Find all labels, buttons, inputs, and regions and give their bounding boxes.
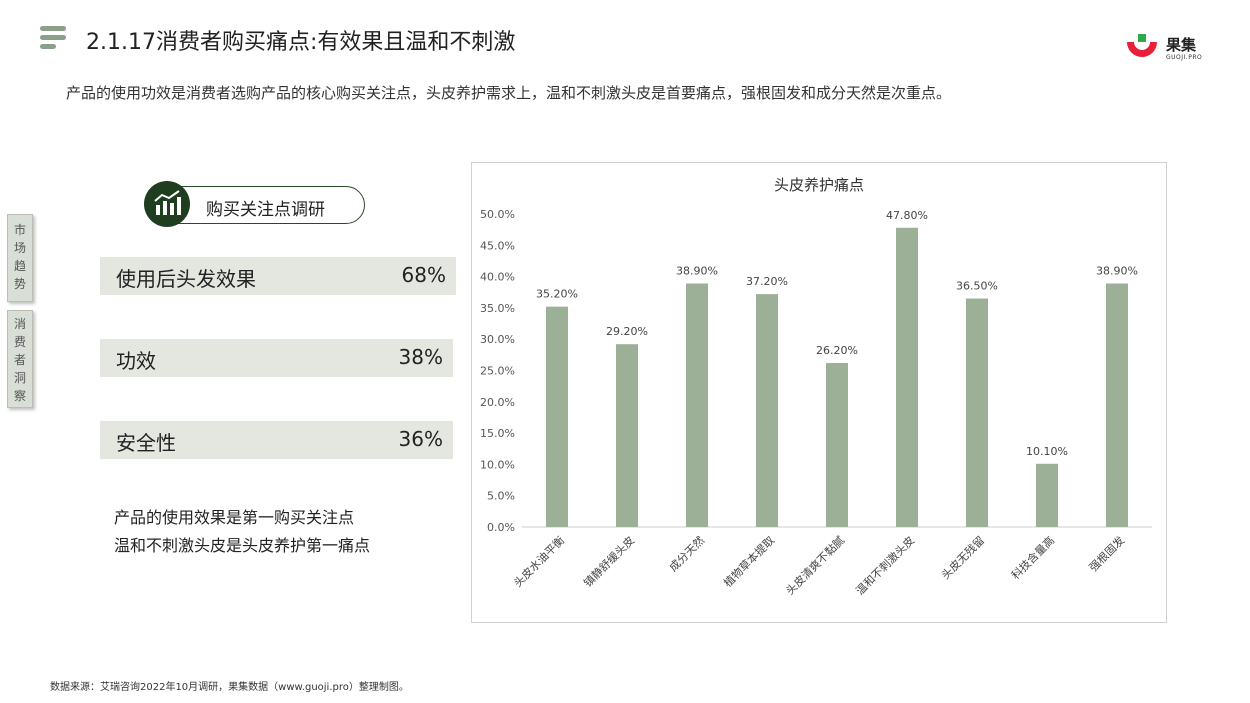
page-subtitle: 产品的使用功效是消费者选购产品的核心购买关注点，头皮养护需求上，温和不刺激头皮是… (66, 84, 952, 102)
data-label: 36.50% (956, 280, 998, 293)
summary-line: 温和不刺激头皮是头皮养护第一痛点 (114, 536, 371, 555)
factor-name: 使用后头发效果 (116, 267, 256, 291)
bar (826, 362, 848, 527)
x-tick-label: 强根固发 (1086, 533, 1127, 574)
data-label: 38.90% (1096, 264, 1138, 277)
data-source: 数据来源：艾瑞咨询2022年10月调研，果集数据（www.guoji.pro）整… (50, 682, 409, 693)
data-label: 29.20% (606, 325, 648, 338)
y-tick-label: 50.0% (480, 208, 515, 221)
survey-header: 购买关注点调研 (144, 181, 365, 227)
menu-icon[interactable] (40, 26, 66, 50)
bar (686, 283, 708, 527)
data-label: 38.90% (676, 264, 718, 277)
survey-icon-circle (144, 181, 190, 227)
factor-value: 68% (401, 263, 446, 287)
side-tab-char: 趋 (13, 259, 26, 273)
chart-title: 头皮养护痛点 (774, 176, 864, 194)
data-label: 47.80% (886, 209, 928, 222)
y-tick-label: 45.0% (480, 239, 515, 252)
logo-sub: GUOJI.PRO (1166, 54, 1203, 61)
side-tab-char: 费 (13, 335, 26, 349)
bar (616, 344, 638, 527)
survey-label: 购买关注点调研 (206, 200, 325, 220)
y-tick-label: 10.0% (480, 458, 515, 471)
y-tick-label: 25.0% (480, 365, 515, 378)
x-tick-label: 头皮水油平衡 (511, 533, 568, 590)
bar-chart-icon (154, 190, 181, 215)
data-label: 10.10% (1026, 445, 1068, 458)
x-tick-label: 温和不刺激头皮 (853, 533, 917, 597)
side-tab-consumer-insights[interactable]: 消费者洞察 (7, 310, 33, 408)
brand-logo: 果集 GUOJI.PRO (1123, 34, 1203, 64)
y-tick-label: 0.0% (487, 521, 515, 534)
data-label: 37.20% (746, 275, 788, 288)
y-tick-label: 40.0% (480, 271, 515, 284)
x-tick-label: 镇静舒缓头皮 (581, 533, 638, 590)
x-tick-label: 头皮清爽不黏腻 (783, 533, 847, 597)
x-tick-label: 头皮无残留 (938, 533, 987, 582)
side-tab-char: 消 (13, 317, 26, 331)
factor-row: 使用后头发效果 68% (100, 257, 456, 295)
logo-name: 果集 (1166, 36, 1197, 54)
bar (1106, 283, 1128, 527)
side-tab-char: 者 (13, 353, 26, 367)
y-tick-label: 35.0% (480, 302, 515, 315)
y-tick-label: 30.0% (480, 333, 515, 346)
bar (756, 294, 778, 527)
data-label: 26.20% (816, 344, 858, 357)
factor-row: 安全性 36% (100, 421, 453, 459)
side-tab-char: 势 (13, 277, 26, 291)
chart-panel: 头皮养护痛点 0.0% 5.0% 10.0% 15.0% 20.0% 25.0% 30.0% 3… (471, 162, 1167, 623)
bar-chart: 头皮养护痛点 0.0% 5.0% 10.0% 15.0% 20.0% 25.0% 30.0% 3… (480, 176, 1152, 598)
data-label: 35.20% (536, 288, 578, 301)
factor-name: 功效 (116, 349, 156, 373)
side-tab-char: 场 (13, 241, 26, 255)
side-tab-char: 察 (13, 389, 26, 403)
bar (546, 306, 568, 527)
logo-mark-icon (1127, 34, 1157, 57)
bar (1036, 463, 1058, 527)
page-title: 2.1.17消费者购买痛点:有效果且温和不刺激 (86, 30, 516, 55)
side-tab-market-trends[interactable]: 市场趋势 (7, 214, 33, 302)
factor-value: 36% (398, 427, 443, 451)
y-tick-label: 15.0% (480, 427, 515, 440)
summary-line: 产品的使用效果是第一购买关注点 (114, 508, 355, 527)
factor-value: 38% (398, 345, 443, 369)
side-tab-char: 洞 (13, 371, 26, 385)
bar (966, 298, 988, 527)
x-tick-label: 成分天然 (666, 533, 707, 574)
side-tab-char: 市 (13, 223, 26, 237)
survey-summary: 产品的使用效果是第一购买关注点 温和不刺激头皮是头皮养护第一痛点 (114, 504, 370, 560)
x-tick-label: 科技含量高 (1008, 533, 1057, 582)
y-tick-label: 20.0% (480, 396, 515, 409)
factor-row: 功效 38% (100, 339, 453, 377)
factor-name: 安全性 (116, 431, 176, 455)
y-tick-label: 5.0% (487, 490, 515, 503)
x-tick-label: 植物草本提取 (721, 533, 778, 590)
bar (896, 227, 918, 527)
